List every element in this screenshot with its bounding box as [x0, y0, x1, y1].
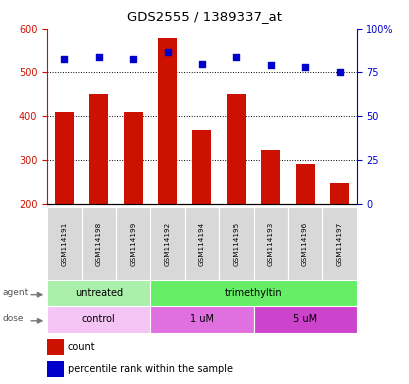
Point: [61, 55, 67, 61]
Text: GSM114195: GSM114195: [233, 222, 239, 266]
Point: [335, 70, 342, 76]
Point: [267, 63, 273, 69]
Bar: [226, 94, 245, 204]
Text: trimethyltin: trimethyltin: [224, 288, 282, 298]
Text: dose: dose: [2, 314, 24, 323]
Text: GSM114191: GSM114191: [61, 222, 67, 266]
Bar: [55, 112, 74, 204]
Text: GSM114198: GSM114198: [96, 222, 101, 266]
Text: GSM114196: GSM114196: [301, 222, 307, 266]
Bar: [158, 38, 177, 204]
Text: percentile rank within the sample: percentile rank within the sample: [67, 364, 232, 374]
Text: agent: agent: [2, 288, 29, 296]
Bar: [47, 207, 81, 280]
Text: control: control: [82, 314, 115, 324]
Bar: [47, 280, 150, 306]
Bar: [287, 207, 321, 280]
Bar: [192, 130, 211, 204]
Point: [95, 54, 102, 60]
Bar: [116, 207, 150, 280]
Text: GSM114192: GSM114192: [164, 222, 170, 266]
Bar: [150, 280, 356, 306]
Bar: [47, 306, 150, 333]
Bar: [150, 306, 253, 333]
Text: GSM114194: GSM114194: [198, 222, 204, 266]
Point: [198, 61, 204, 67]
Bar: [47, 361, 63, 377]
Text: GDS2555 / 1389337_at: GDS2555 / 1389337_at: [127, 10, 282, 23]
Bar: [253, 207, 287, 280]
Bar: [81, 207, 116, 280]
Point: [130, 55, 136, 61]
Bar: [261, 150, 279, 204]
Bar: [295, 164, 314, 204]
Text: untreated: untreated: [74, 288, 123, 298]
Text: GSM114199: GSM114199: [130, 222, 136, 266]
Bar: [124, 112, 142, 204]
Text: count: count: [67, 343, 95, 353]
Bar: [329, 182, 348, 204]
Text: 5 uM: 5 uM: [292, 314, 317, 324]
Bar: [184, 207, 218, 280]
Point: [232, 54, 239, 60]
Bar: [218, 207, 253, 280]
Bar: [89, 94, 108, 204]
Bar: [321, 207, 356, 280]
Bar: [150, 207, 184, 280]
Point: [301, 64, 308, 70]
Text: GSM114197: GSM114197: [336, 222, 342, 266]
Bar: [253, 306, 356, 333]
Bar: [47, 339, 63, 355]
Point: [164, 48, 171, 55]
Text: 1 uM: 1 uM: [189, 314, 213, 324]
Text: GSM114193: GSM114193: [267, 222, 273, 266]
